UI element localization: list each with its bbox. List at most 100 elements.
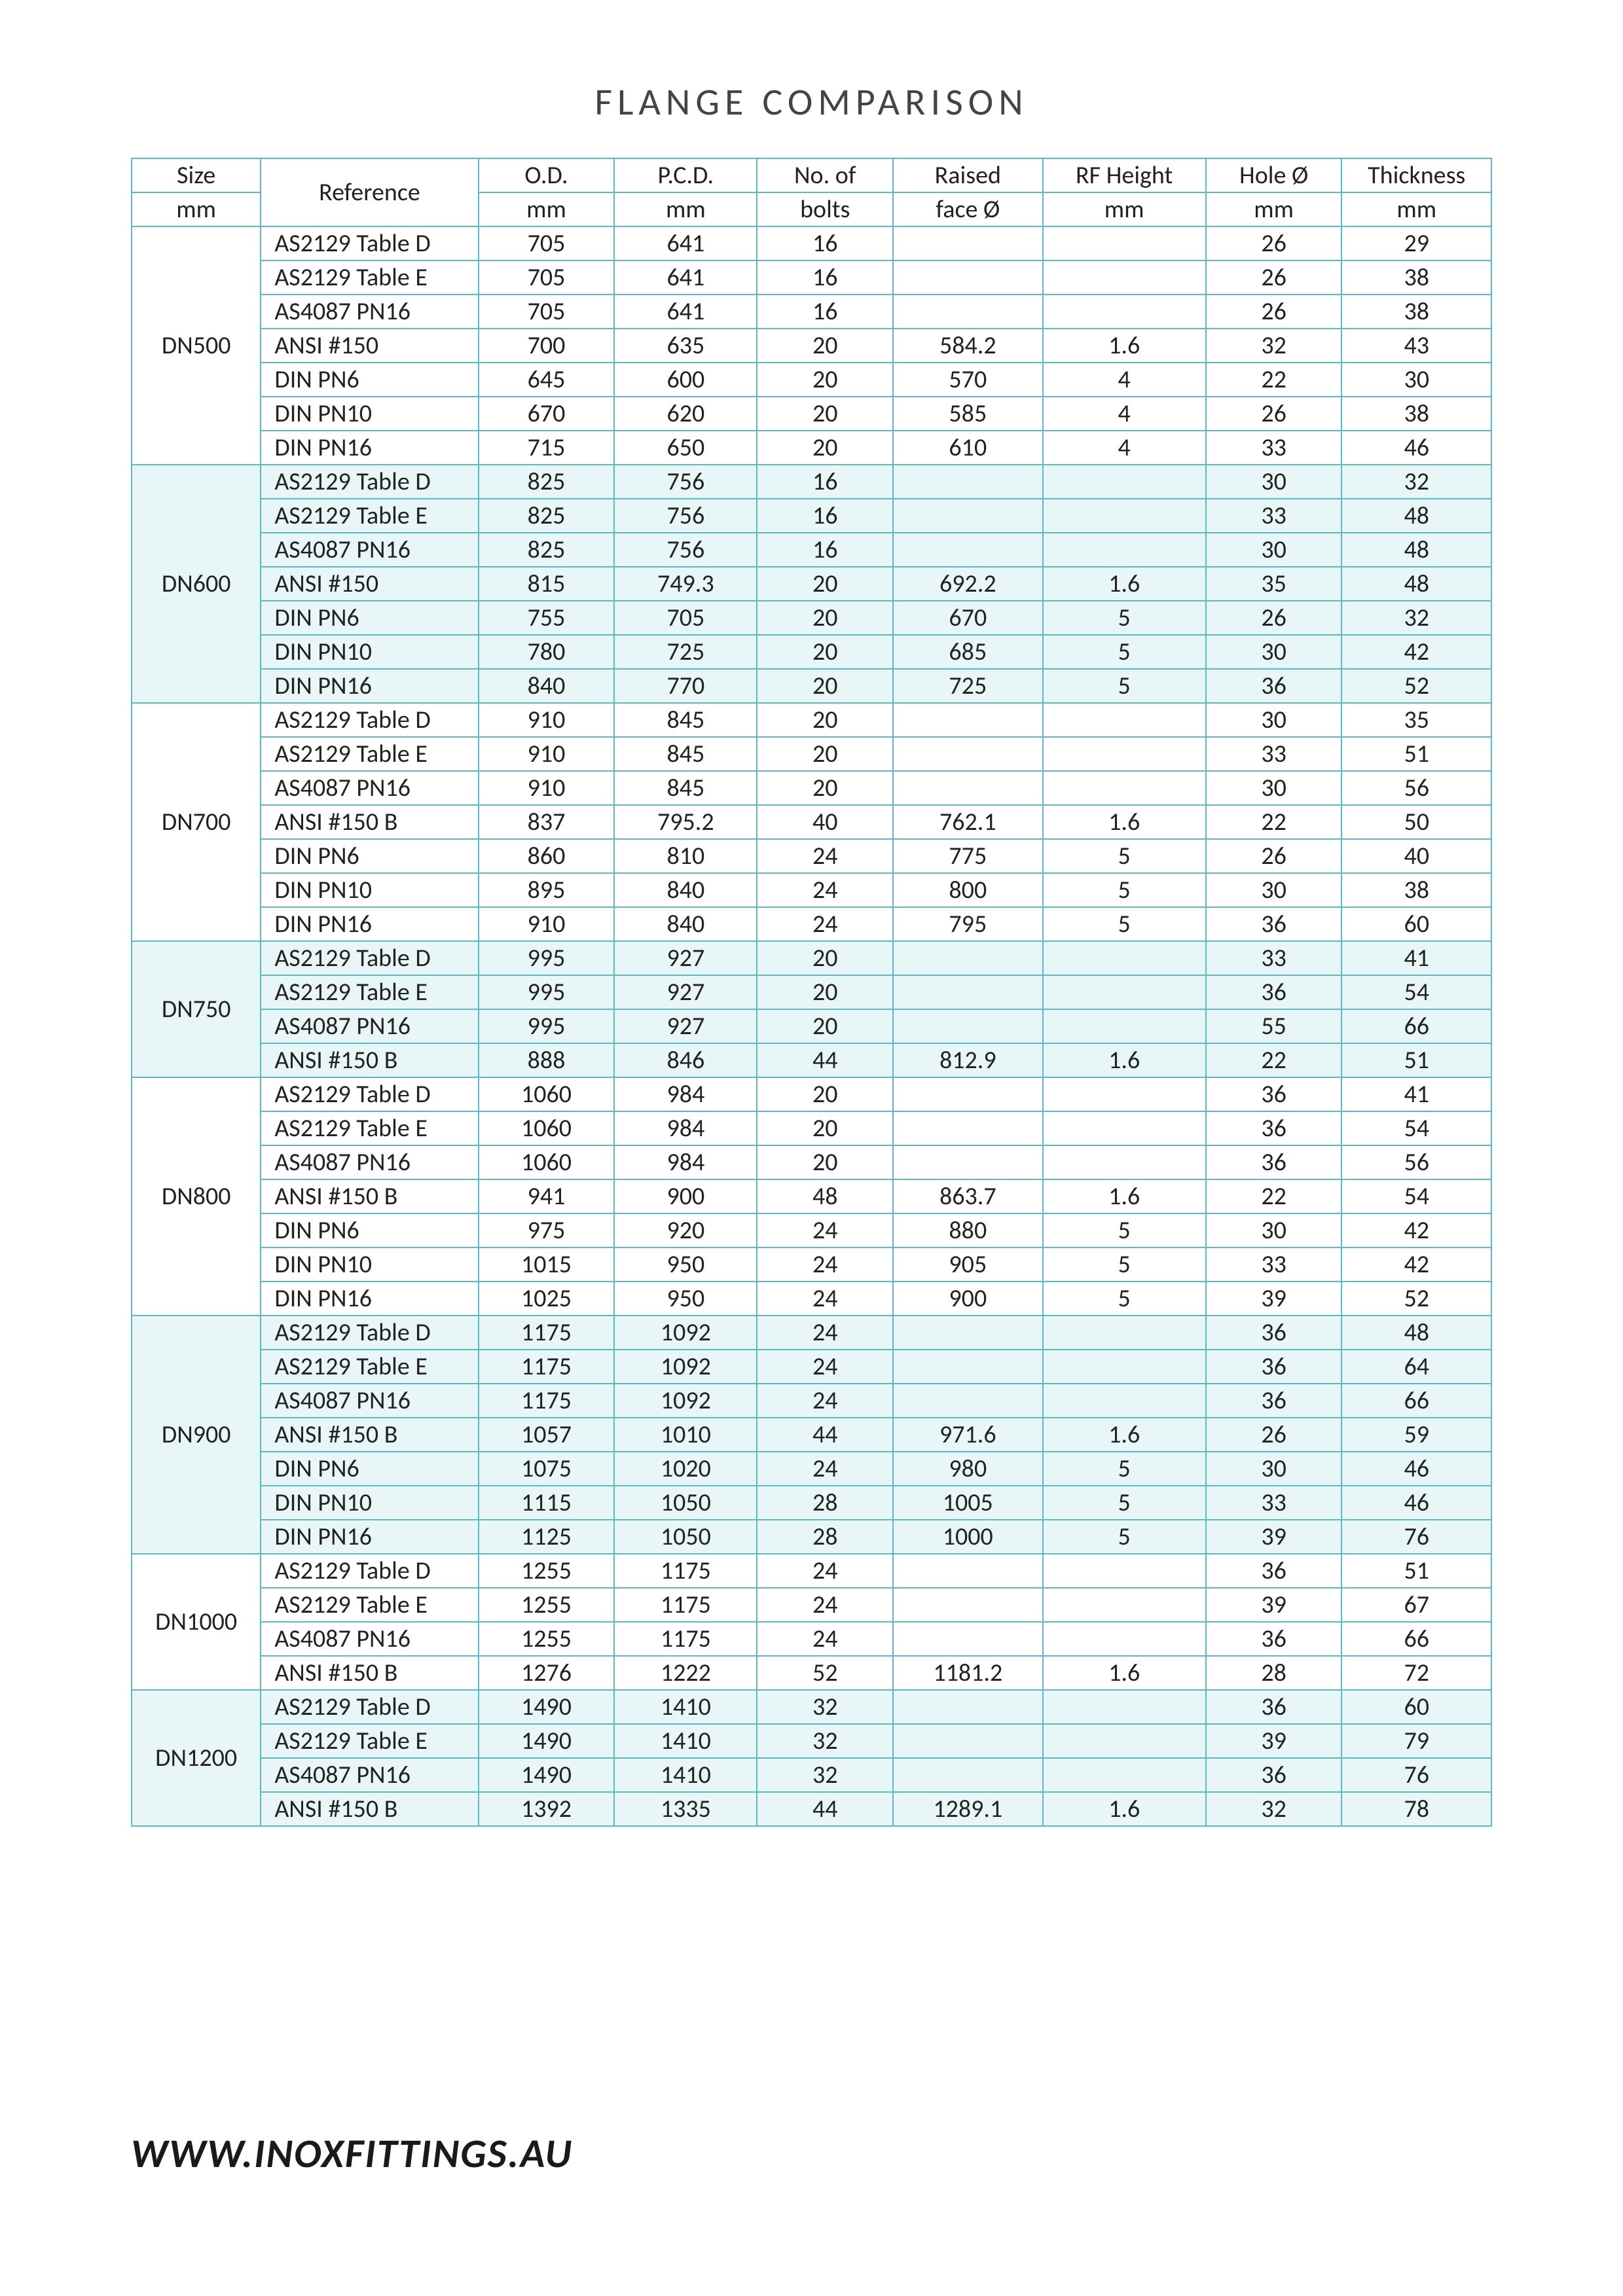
thk-cell: 48 xyxy=(1341,567,1491,601)
thk-cell: 78 xyxy=(1341,1792,1491,1826)
thk-cell: 46 xyxy=(1341,431,1491,465)
table-body: DN500AS2129 Table D705641162629AS2129 Ta… xyxy=(132,226,1491,1826)
hole-cell: 33 xyxy=(1206,1486,1342,1520)
rfd-cell xyxy=(893,1690,1042,1724)
rfd-cell: 1181.2 xyxy=(893,1656,1042,1690)
col-subheader-thk: mm xyxy=(1341,192,1491,226)
thk-cell: 35 xyxy=(1341,703,1491,737)
rfh-cell xyxy=(1043,1690,1206,1724)
table-row: AS4087 PN16705641162638 xyxy=(132,295,1491,329)
od-cell: 1255 xyxy=(479,1554,615,1588)
pcd-cell: 1335 xyxy=(614,1792,757,1826)
reference-cell: ANSI #150 B xyxy=(261,1043,478,1077)
thk-cell: 41 xyxy=(1341,1077,1491,1111)
table-row: DIN PN106706202058542638 xyxy=(132,397,1491,431)
rfh-cell xyxy=(1043,703,1206,737)
thk-cell: 64 xyxy=(1341,1350,1491,1384)
od-cell: 995 xyxy=(479,975,615,1009)
rfh-cell xyxy=(1043,1316,1206,1350)
hole-cell: 36 xyxy=(1206,1384,1342,1418)
pcd-cell: 650 xyxy=(614,431,757,465)
rfd-cell xyxy=(893,499,1042,533)
bolts-cell: 24 xyxy=(757,1384,893,1418)
od-cell: 645 xyxy=(479,363,615,397)
rfh-cell: 4 xyxy=(1043,431,1206,465)
rfd-cell xyxy=(893,1724,1042,1758)
hole-cell: 33 xyxy=(1206,431,1342,465)
pcd-cell: 1020 xyxy=(614,1452,757,1486)
od-cell: 1115 xyxy=(479,1486,615,1520)
bolts-cell: 20 xyxy=(757,601,893,635)
reference-cell: DIN PN16 xyxy=(261,1520,478,1554)
hole-cell: 36 xyxy=(1206,1690,1342,1724)
size-cell: DN700 xyxy=(132,703,261,941)
pcd-cell: 795.2 xyxy=(614,805,757,839)
table-row: DIN PN67557052067052632 xyxy=(132,601,1491,635)
pcd-cell: 920 xyxy=(614,1213,757,1247)
rfd-cell xyxy=(893,1588,1042,1622)
thk-cell: 38 xyxy=(1341,260,1491,295)
od-cell: 910 xyxy=(479,907,615,941)
rfh-cell xyxy=(1043,737,1206,771)
rfd-cell xyxy=(893,941,1042,975)
col-subheader-od: mm xyxy=(479,192,615,226)
pcd-cell: 1410 xyxy=(614,1724,757,1758)
pcd-cell: 1092 xyxy=(614,1350,757,1384)
od-cell: 910 xyxy=(479,771,615,805)
od-cell: 705 xyxy=(479,260,615,295)
rfd-cell xyxy=(893,1009,1042,1043)
table-row: DIN PN161125105028100053976 xyxy=(132,1520,1491,1554)
size-cell: DN500 xyxy=(132,226,261,465)
rfh-cell: 5 xyxy=(1043,1282,1206,1316)
od-cell: 1255 xyxy=(479,1588,615,1622)
thk-cell: 38 xyxy=(1341,295,1491,329)
table-row: DN1000AS2129 Table D12551175243651 xyxy=(132,1554,1491,1588)
thk-cell: 46 xyxy=(1341,1486,1491,1520)
reference-cell: DIN PN10 xyxy=(261,1247,478,1282)
rfh-cell xyxy=(1043,1622,1206,1656)
rfh-cell: 5 xyxy=(1043,669,1206,703)
reference-cell: DIN PN16 xyxy=(261,907,478,941)
rfd-cell: 610 xyxy=(893,431,1042,465)
size-cell: DN800 xyxy=(132,1077,261,1316)
hole-cell: 26 xyxy=(1206,295,1342,329)
reference-cell: DIN PN6 xyxy=(261,363,478,397)
flange-table: SizeReferenceO.D.P.C.D.No. ofRaisedRF He… xyxy=(131,158,1492,1827)
reference-cell: AS4087 PN16 xyxy=(261,295,478,329)
rfd-cell: 900 xyxy=(893,1282,1042,1316)
reference-cell: AS2129 Table D xyxy=(261,465,478,499)
hole-cell: 30 xyxy=(1206,873,1342,907)
table-row: AS4087 PN1614901410323676 xyxy=(132,1758,1491,1792)
thk-cell: 41 xyxy=(1341,941,1491,975)
reference-cell: AS2129 Table D xyxy=(261,703,478,737)
bolts-cell: 24 xyxy=(757,1213,893,1247)
table-row: ANSI #150 B837795.240762.11.62250 xyxy=(132,805,1491,839)
reference-cell: AS4087 PN16 xyxy=(261,533,478,567)
reference-cell: AS2129 Table E xyxy=(261,1588,478,1622)
bolts-cell: 28 xyxy=(757,1486,893,1520)
table-row: AS4087 PN161060984203656 xyxy=(132,1145,1491,1179)
rfd-cell: 905 xyxy=(893,1247,1042,1282)
hole-cell: 39 xyxy=(1206,1588,1342,1622)
thk-cell: 54 xyxy=(1341,975,1491,1009)
hole-cell: 26 xyxy=(1206,260,1342,295)
page-title: FLANGE COMPARISON xyxy=(131,79,1492,125)
table-row: ANSI #15070063520584.21.63243 xyxy=(132,329,1491,363)
reference-cell: DIN PN6 xyxy=(261,1213,478,1247)
pcd-cell: 620 xyxy=(614,397,757,431)
reference-cell: ANSI #150 xyxy=(261,329,478,363)
od-cell: 995 xyxy=(479,941,615,975)
table-row: DN800AS2129 Table D1060984203641 xyxy=(132,1077,1491,1111)
bolts-cell: 16 xyxy=(757,465,893,499)
pcd-cell: 846 xyxy=(614,1043,757,1077)
hole-cell: 36 xyxy=(1206,1350,1342,1384)
rfh-cell xyxy=(1043,533,1206,567)
rfh-cell: 4 xyxy=(1043,397,1206,431)
thk-cell: 56 xyxy=(1341,1145,1491,1179)
table-row: ANSI #150 B12761222521181.21.62872 xyxy=(132,1656,1491,1690)
thk-cell: 66 xyxy=(1341,1009,1491,1043)
od-cell: 888 xyxy=(479,1043,615,1077)
table-row: DIN PN169108402479553660 xyxy=(132,907,1491,941)
rfh-cell: 5 xyxy=(1043,873,1206,907)
reference-cell: AS2129 Table E xyxy=(261,499,478,533)
